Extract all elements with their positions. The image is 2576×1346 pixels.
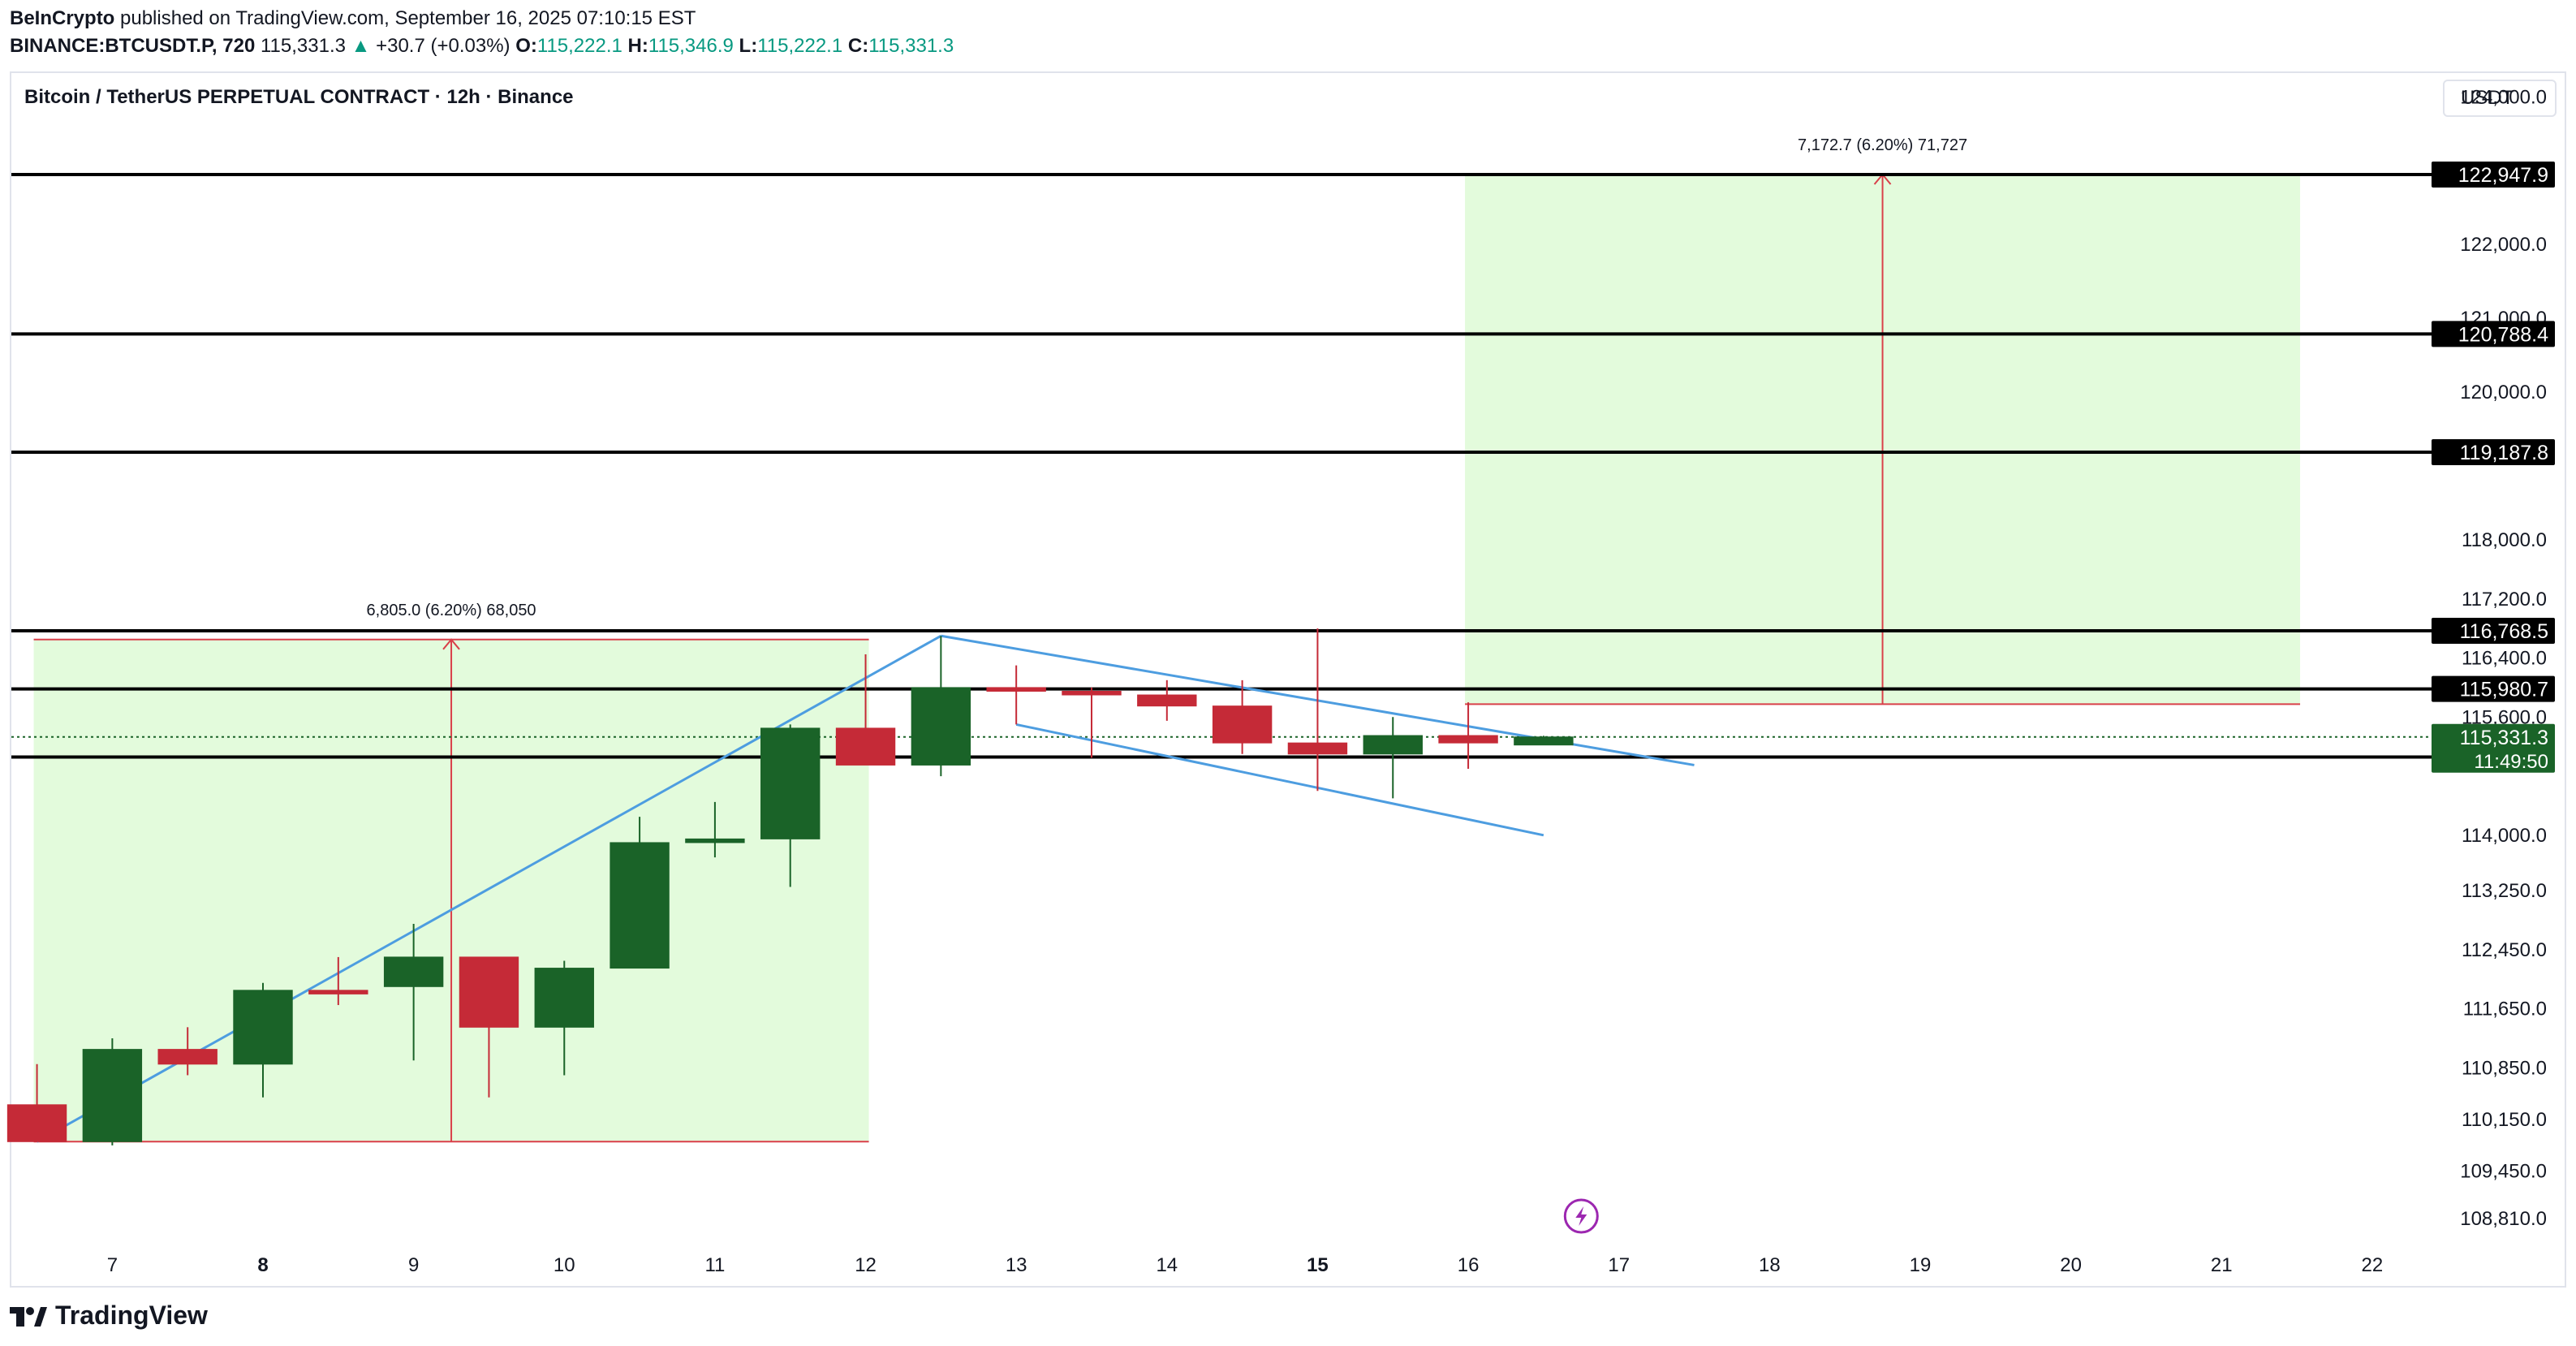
currency-selector[interactable]: USDT [2443, 80, 2557, 117]
candle-body [1287, 742, 1348, 755]
chart-frame [10, 71, 2566, 1288]
high-label: H: [627, 35, 648, 57]
candle-body [1363, 735, 1423, 755]
x-tick-label: 11 [704, 1254, 725, 1276]
x-tick-label: 17 [1608, 1254, 1630, 1276]
symbol-label: BINANCE:BTCUSDT.P, 720 [10, 35, 256, 57]
candle-body [233, 990, 293, 1065]
lightning-icon-bolt [1575, 1206, 1587, 1226]
tradingview-logo-icon [10, 1305, 47, 1327]
bar-countdown-label: 11:49:50 [2474, 751, 2548, 773]
open-label: O: [515, 35, 537, 57]
candle-body [1137, 694, 1197, 707]
low-value: 115,222.1 [757, 35, 843, 57]
ohlc-line: BINANCE:BTCUSDT.P, 720 115,331.3 ▲ +30.7… [10, 34, 954, 58]
y-tick-label: 117,200.0 [2462, 589, 2547, 610]
close-label: C: [847, 35, 869, 57]
open-value: 115,222.1 [536, 35, 622, 57]
y-tick-label: 108,810.0 [2460, 1208, 2547, 1230]
candle-body [911, 687, 971, 766]
y-tick-label: 112,450.0 [2462, 939, 2547, 961]
measure-arrowhead [442, 638, 460, 650]
x-tick-label: 20 [2060, 1254, 2082, 1276]
level-badge-label: 120,788.4 [2458, 323, 2548, 346]
author-name[interactable]: BeInCrypto [10, 7, 115, 29]
y-tick-label: 114,000.0 [2462, 825, 2547, 847]
x-tick-label: 13 [1006, 1254, 1027, 1276]
candle-body [157, 1049, 218, 1065]
chart-title: Bitcoin / TetherUS PERPETUAL CONTRACT · … [24, 86, 574, 108]
y-tick-label: 113,250.0 [2462, 880, 2547, 902]
candle-body [685, 838, 745, 843]
y-tick-label: 120,000.0 [2460, 382, 2547, 403]
candle-body [459, 956, 519, 1028]
measure-label: 7,172.7 (6.20%) 71,727 [1798, 136, 1967, 154]
level-badge [2432, 321, 2555, 347]
last-price-badge [2432, 723, 2555, 773]
level-badge [2432, 438, 2555, 465]
x-tick-label: 9 [408, 1254, 419, 1276]
level-badge-label: 119,187.8 [2460, 442, 2548, 464]
last-price-badge-label: 115,331.3 [2460, 727, 2548, 749]
y-tick-label: 110,850.0 [2462, 1057, 2547, 1079]
candle-body [835, 727, 896, 766]
candle-body [6, 1104, 67, 1142]
candle-body [760, 727, 821, 839]
candle-body [1212, 705, 1273, 744]
candle-body [1438, 735, 1498, 744]
candle-body [308, 990, 368, 994]
x-tick-label: 14 [1156, 1254, 1178, 1276]
level-badge [2432, 618, 2555, 645]
x-tick-label: 16 [1458, 1254, 1480, 1276]
trendline [1015, 723, 1544, 837]
x-tick-label: 22 [2362, 1254, 2384, 1276]
lightning-icon [1563, 1198, 1599, 1234]
candle-body [82, 1049, 143, 1142]
change-value: +30.7 (+0.03%) [376, 35, 510, 57]
candle-body [610, 842, 670, 969]
x-tick-label: 18 [1759, 1254, 1781, 1276]
y-tick-label: 111,650.0 [2463, 999, 2547, 1020]
x-tick-label: 15 [1307, 1254, 1329, 1276]
brand-name: TradingView [55, 1301, 208, 1330]
x-tick-label: 21 [2211, 1254, 2233, 1276]
level-badge [2432, 675, 2555, 702]
x-tick-label: 7 [107, 1254, 118, 1276]
candle-body [383, 956, 444, 987]
candle-body [1062, 690, 1122, 696]
x-tick-label: 19 [1910, 1254, 1932, 1276]
level-badge-label: 115,980.7 [2460, 679, 2548, 701]
high-value: 115,346.9 [648, 35, 734, 57]
measure-label: 6,805.0 (6.20%) 68,050 [367, 602, 536, 619]
x-tick-label: 12 [855, 1254, 877, 1276]
level-badge-label: 116,768.5 [2460, 620, 2548, 643]
close-value: 115,331.3 [868, 35, 954, 57]
y-tick-label: 110,150.0 [2462, 1109, 2547, 1131]
y-tick-label: 109,450.0 [2460, 1161, 2547, 1183]
published-text: published on TradingView.com, September … [120, 7, 696, 29]
candle-body [1514, 736, 1574, 746]
y-tick-label: 118,000.0 [2462, 529, 2547, 551]
candle-body [534, 968, 594, 1028]
y-tick-label: 122,000.0 [2460, 234, 2547, 256]
level-badge-label: 122,947.9 [2458, 164, 2548, 187]
last-price-value: 115,331.3 [260, 35, 346, 57]
x-tick-label: 10 [554, 1254, 575, 1276]
publisher-line: BeInCrypto published on TradingView.com,… [10, 6, 696, 31]
level-badge [2432, 161, 2555, 188]
tradingview-brand[interactable]: TradingView [10, 1301, 208, 1331]
low-label: L: [739, 35, 758, 57]
candle-body [986, 687, 1046, 692]
y-tick-label: 124,000.0 [2460, 86, 2547, 108]
x-tick-label: 8 [257, 1254, 268, 1276]
change-arrow-icon: ▲ [351, 35, 371, 57]
y-tick-label: 116,400.0 [2462, 648, 2547, 670]
